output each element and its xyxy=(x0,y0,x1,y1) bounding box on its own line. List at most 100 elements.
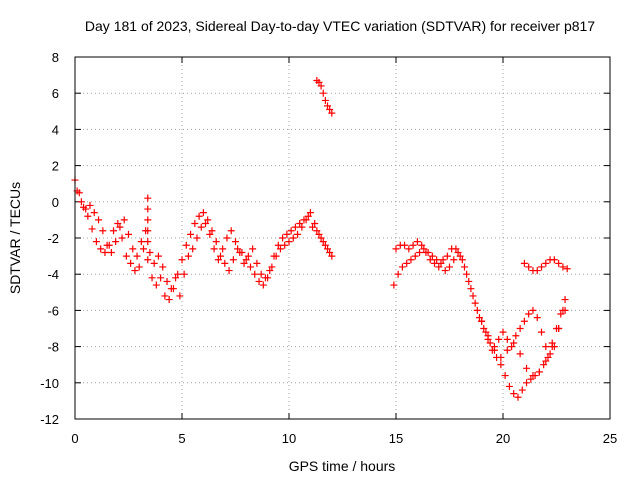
data-point xyxy=(193,234,201,242)
data-point xyxy=(195,212,203,220)
data-point xyxy=(463,270,471,278)
series-track-f xyxy=(478,306,569,380)
data-point xyxy=(324,245,332,253)
data-point xyxy=(129,245,137,253)
y-tick-label: -6 xyxy=(47,303,59,318)
data-point xyxy=(446,263,453,271)
data-point xyxy=(523,364,531,372)
data-point xyxy=(512,332,520,340)
data-point xyxy=(561,306,569,314)
data-point xyxy=(90,209,98,217)
data-point xyxy=(317,82,325,90)
data-point xyxy=(246,263,254,271)
data-point xyxy=(110,227,118,235)
data-point xyxy=(546,350,554,358)
data-point xyxy=(154,252,162,260)
data-point xyxy=(274,241,282,249)
data-point xyxy=(505,382,513,390)
data-point xyxy=(420,245,428,253)
x-tick-label: 15 xyxy=(389,431,403,446)
data-point xyxy=(180,270,188,278)
data-point xyxy=(407,256,415,264)
y-tick-label: 0 xyxy=(52,195,59,210)
data-point xyxy=(101,248,109,256)
data-point xyxy=(189,245,197,253)
data-point xyxy=(540,361,548,369)
data-point xyxy=(326,105,334,113)
data-point xyxy=(208,227,216,235)
x-tick-labels: 0 5 10 15 20 25 xyxy=(71,431,617,446)
data-point xyxy=(206,230,214,238)
data-point xyxy=(296,220,304,228)
data-point xyxy=(212,238,220,246)
data-point xyxy=(411,252,419,260)
data-point xyxy=(510,339,518,347)
y-tick-label: 6 xyxy=(52,86,59,101)
data-point xyxy=(242,256,250,264)
data-point xyxy=(542,259,550,267)
data-point xyxy=(403,259,411,267)
data-point xyxy=(523,379,531,387)
series-track-c xyxy=(144,77,336,246)
data-point xyxy=(533,314,541,322)
data-point xyxy=(270,252,278,260)
data-point xyxy=(240,259,248,267)
data-point xyxy=(469,292,477,300)
data-point xyxy=(150,259,158,267)
data-point xyxy=(309,223,317,231)
grid xyxy=(75,57,610,419)
data-point xyxy=(82,205,90,213)
series-track-a xyxy=(71,176,336,304)
data-point xyxy=(313,227,321,235)
x-axis-label: GPS time / hours xyxy=(289,458,396,474)
data-point xyxy=(413,238,421,246)
data-point xyxy=(510,390,518,398)
data-point xyxy=(227,227,235,235)
data-point xyxy=(131,267,139,275)
data-point xyxy=(520,259,528,267)
data-point xyxy=(542,343,550,351)
data-point xyxy=(187,230,195,238)
data-point xyxy=(550,256,558,264)
data-point xyxy=(152,281,160,289)
y-tick-label: -4 xyxy=(47,267,59,282)
data-point xyxy=(92,238,100,246)
series-track-d xyxy=(390,245,569,401)
data-point xyxy=(97,245,105,253)
data-point xyxy=(311,220,319,228)
data-point xyxy=(535,368,543,376)
data-point xyxy=(300,216,308,224)
data-point xyxy=(204,216,212,224)
data-point xyxy=(484,332,492,340)
data-point xyxy=(450,256,458,264)
data-point xyxy=(176,292,184,300)
data-point xyxy=(533,267,541,275)
y-tick-label: 8 xyxy=(52,50,59,65)
data-point xyxy=(159,263,167,271)
data-point xyxy=(120,216,128,224)
data-point xyxy=(182,241,190,249)
data-point xyxy=(99,227,107,235)
series-track-e xyxy=(392,238,567,358)
x-tick-label: 20 xyxy=(496,431,510,446)
data-point xyxy=(191,220,199,228)
data-point xyxy=(426,256,434,264)
data-point xyxy=(174,270,182,278)
data-point xyxy=(398,263,406,271)
x-tick-label: 5 xyxy=(178,431,185,446)
data-point xyxy=(538,263,546,271)
data-point xyxy=(529,306,537,314)
data-point xyxy=(223,234,231,242)
data-point xyxy=(548,343,556,351)
data-point xyxy=(514,393,522,401)
data-point xyxy=(125,230,132,238)
data-point xyxy=(234,245,242,253)
data-point xyxy=(495,335,503,343)
data-point xyxy=(199,209,207,217)
data-point xyxy=(555,325,563,332)
data-point xyxy=(441,267,449,275)
data-point xyxy=(497,361,505,369)
data-point xyxy=(127,259,135,267)
data-point xyxy=(431,259,439,267)
data-point xyxy=(433,256,441,264)
